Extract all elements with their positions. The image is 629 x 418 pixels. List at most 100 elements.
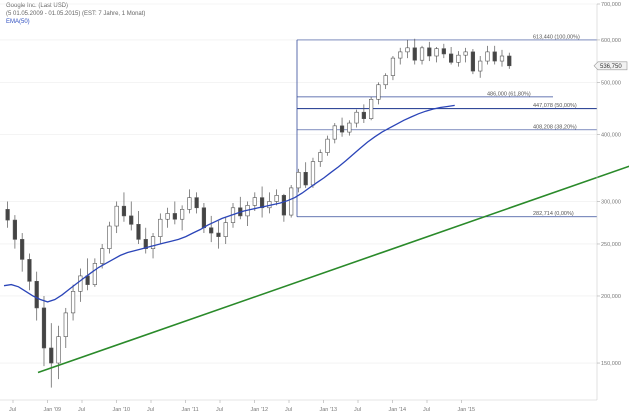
candle	[165, 207, 170, 228]
candle-body	[485, 51, 490, 62]
ema50-line	[3, 104, 455, 303]
candle	[412, 38, 417, 65]
candle	[398, 47, 403, 65]
chart-gridlines	[0, 3, 597, 364]
candle	[427, 41, 432, 62]
candle-body	[12, 219, 18, 240]
candle-body	[303, 172, 308, 186]
candle-body	[296, 172, 301, 189]
candle-body	[339, 125, 345, 133]
candle	[209, 215, 214, 243]
candle-body	[121, 205, 127, 217]
y-tick-label: 400,000	[601, 132, 621, 138]
candle	[274, 189, 279, 206]
candle	[12, 215, 18, 249]
candle	[158, 213, 163, 244]
x-tick-label: Jan '09	[44, 407, 62, 413]
candle-body	[100, 248, 105, 264]
candle	[434, 47, 439, 63]
fib-label: 613,440 (100,00%)	[533, 34, 580, 40]
candle-body	[209, 227, 214, 234]
trendline	[37, 165, 629, 374]
x-tick-label: Jan '14	[389, 407, 407, 413]
candle-body	[5, 209, 10, 221]
candle	[332, 123, 337, 144]
candle-body	[27, 259, 32, 282]
candle-body	[390, 57, 396, 76]
candle-body	[187, 197, 192, 210]
candle-body	[129, 215, 134, 225]
candle-body	[499, 55, 505, 62]
candle-body	[85, 275, 90, 285]
y-tick-label: 300,000	[601, 199, 621, 205]
candle	[303, 162, 308, 188]
y-tick-label: 700,000	[601, 2, 621, 8]
candle-body	[223, 222, 228, 237]
candle-body	[180, 209, 185, 220]
x-tick-label: Jul	[147, 407, 154, 413]
candle-body	[405, 47, 410, 53]
candles	[5, 38, 512, 388]
candle-body	[347, 122, 352, 133]
fibonacci-levels: 614,550 (161,80%)613,440 (100,00%)486,00…	[296, 34, 597, 217]
candle-body	[150, 236, 156, 249]
candle	[376, 82, 381, 105]
fib-label: 486,000 (61,80%)	[487, 91, 531, 97]
candle	[245, 201, 250, 227]
candle	[78, 268, 83, 302]
candle	[325, 135, 330, 156]
candle	[27, 253, 32, 291]
candle	[172, 201, 177, 225]
candle-body	[325, 138, 330, 153]
candle-body	[456, 54, 461, 63]
candle	[70, 284, 76, 321]
x-tick-label: Jan '10	[113, 407, 131, 413]
y-tick-label: 500,000	[601, 80, 621, 86]
fib-label: 408,208 (38,20%)	[533, 124, 577, 130]
candle	[267, 192, 272, 214]
candle	[354, 109, 359, 128]
candle	[310, 157, 316, 188]
candle-body	[41, 307, 47, 349]
candle	[339, 117, 345, 137]
candle	[259, 186, 265, 218]
candle	[499, 49, 505, 67]
candle-body	[478, 60, 483, 72]
candle	[383, 73, 388, 90]
candle-body	[310, 161, 316, 186]
candle	[405, 39, 410, 59]
candle-body	[63, 312, 68, 337]
fib-label: 447,078 (50,00%)	[533, 103, 577, 109]
candle-body	[136, 224, 141, 240]
candle-body	[463, 51, 468, 56]
candle	[121, 192, 127, 222]
candle	[456, 51, 461, 67]
x-axis: Jul Jan '09 Jul Jan '10 Jul Jan '11 Jul Jan '12…	[0, 399, 597, 413]
candle-body	[143, 239, 148, 249]
last-value-box	[593, 61, 628, 71]
candle-body	[376, 84, 381, 100]
candle	[107, 221, 112, 254]
candle-body	[383, 75, 388, 86]
x-tick-label: Jul	[9, 407, 16, 413]
y-tick-label: 250,000	[601, 242, 621, 248]
candle	[507, 52, 512, 69]
candle-body	[507, 55, 512, 67]
candle	[478, 56, 483, 78]
x-tick-label: Jan '13	[320, 407, 338, 413]
candle	[114, 201, 119, 234]
candle	[34, 271, 39, 321]
candle	[289, 184, 294, 218]
candle-body	[20, 239, 25, 260]
candle	[390, 56, 396, 81]
candle-body	[449, 53, 454, 63]
candle	[238, 196, 243, 220]
candle	[449, 47, 454, 65]
indicator-legend: EMA(50)	[6, 19, 30, 25]
candle	[419, 45, 425, 65]
candle-body	[318, 152, 323, 162]
candle-body	[354, 111, 359, 124]
candle	[136, 210, 141, 244]
candle-body	[70, 291, 76, 314]
candle	[143, 227, 148, 254]
